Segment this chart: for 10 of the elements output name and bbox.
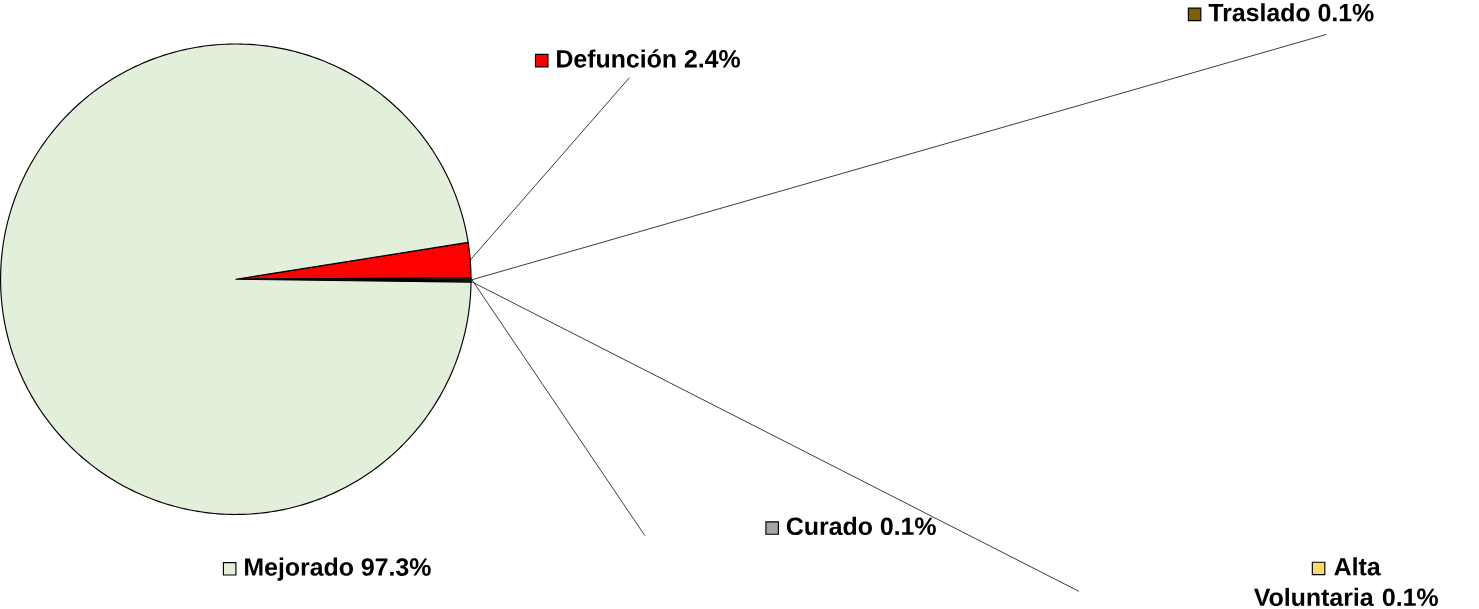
data-label: 97.3% <box>361 558 431 576</box>
legend-label: Mejorado <box>245 557 353 581</box>
legend-label: Alta Voluntaria <box>1254 557 1381 606</box>
legend-label: Traslado <box>1208 3 1310 22</box>
data-label: 0.1% <box>1382 588 1438 606</box>
data-label: 0.1% <box>880 517 936 535</box>
data-label: 2.4% <box>684 49 740 68</box>
legend-label: Defunción <box>557 49 676 68</box>
data-label: 0.1% <box>1318 3 1374 22</box>
legend-label: Curado <box>786 516 872 535</box>
